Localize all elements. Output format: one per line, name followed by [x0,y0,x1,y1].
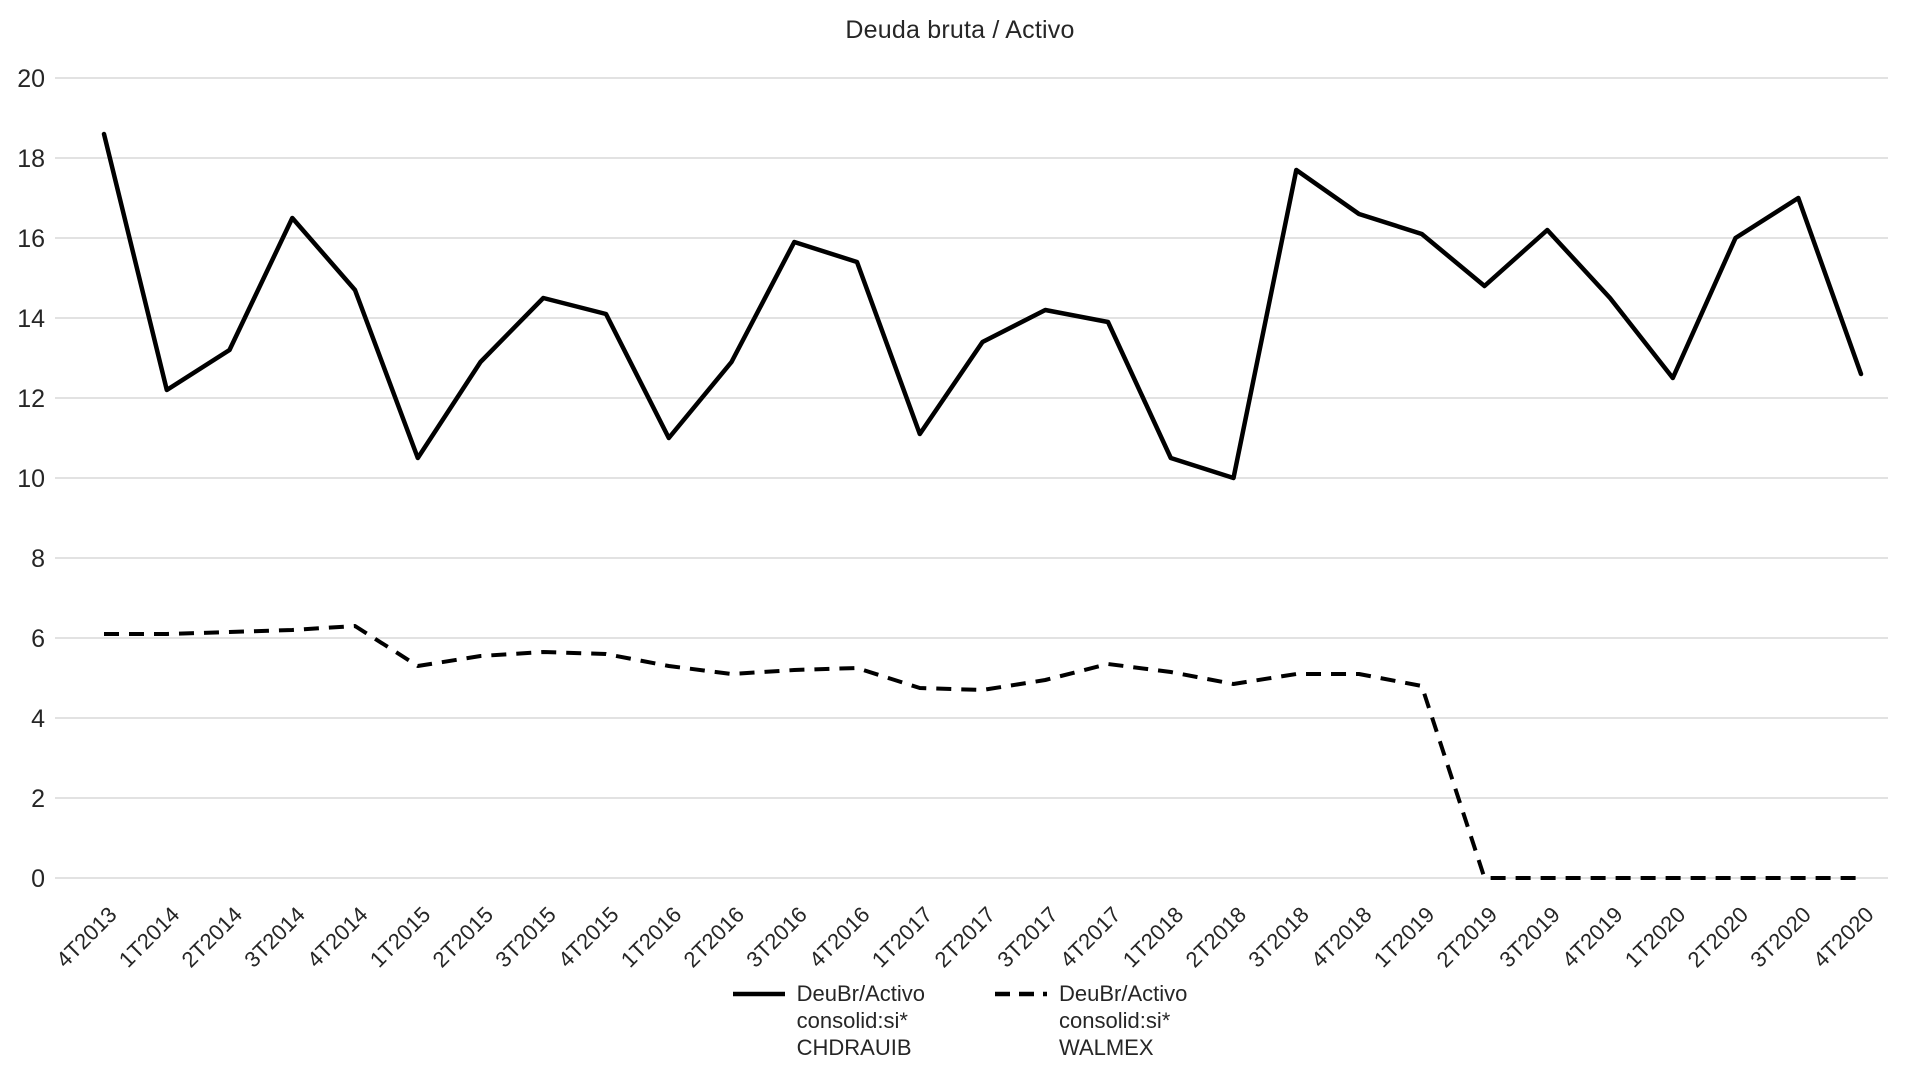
x-tick-label: 4T2015 [553,902,623,972]
y-tick-label: 8 [31,545,45,573]
x-tick-label: 1T2014 [114,902,184,972]
legend: DeuBr/Activo consolid:si* CHDRAUIB DeuBr… [0,980,1920,1061]
x-tick-label: 4T2014 [302,902,372,972]
x-tick-label: 1T2017 [867,902,937,972]
series-line-walmex [104,624,1861,880]
x-tick-label: 4T2016 [804,902,874,972]
x-tick-label: 3T2015 [490,902,560,972]
x-tick-label: 4T2017 [1055,902,1125,972]
chart-title: Deuda bruta / Activo [845,16,1075,44]
y-tick-label: 20 [17,65,45,93]
y-axis-labels: 0 2 4 6 8 10 12 14 16 18 20 [17,65,45,893]
x-tick-label: 2T2018 [1181,902,1251,972]
series-line-chdrauib [101,131,1864,481]
x-tick-label: 1T2018 [1118,902,1188,972]
x-tick-label: 3T2020 [1745,902,1815,972]
legend-label-walmex: DeuBr/Activo consolid:si* WALMEX [1059,981,1188,1060]
x-tick-label: 1T2015 [365,902,435,972]
y-tick-label: 4 [31,705,45,733]
legend-label-chdrauib: DeuBr/Activo consolid:si* CHDRAUIB [796,981,925,1060]
x-tick-label: 2T2015 [428,902,498,972]
x-tick-label: 1T2016 [616,902,686,972]
x-tick-label: 4T2018 [1306,902,1376,972]
y-tick-label: 0 [31,865,45,893]
x-tick-label: 3T2017 [992,902,1062,972]
x-tick-label: 3T2016 [741,902,811,972]
x-tick-label: 3T2018 [1243,902,1313,972]
legend-dashed-line-sample [995,991,1047,997]
y-tick-label: 6 [31,625,45,653]
legend-solid-line-sample [732,991,785,997]
series-lines [101,131,1864,880]
y-tick-label: 12 [17,385,45,413]
x-tick-label: 1T2019 [1369,902,1439,972]
x-tick-label: 3T2019 [1494,902,1564,972]
x-tick-label: 4T2013 [51,902,121,972]
x-tick-label: 2T2019 [1432,902,1502,972]
x-axis-labels: 4T20131T20142T20143T20144T20141T20152T20… [51,902,1878,972]
x-tick-label: 4T2020 [1808,902,1878,972]
gridlines [55,77,1888,879]
y-tick-label: 18 [17,145,45,173]
legend-item-chdrauib: DeuBr/Activo consolid:si* CHDRAUIB [732,980,925,1061]
x-tick-label: 4T2019 [1557,902,1627,972]
legend-item-walmex: DeuBr/Activo consolid:si* WALMEX [995,980,1187,1061]
x-tick-label: 2T2014 [177,902,247,972]
x-tick-label: 1T2020 [1620,902,1690,972]
y-tick-label: 14 [17,305,45,333]
y-tick-label: 10 [17,465,45,493]
y-tick-label: 2 [31,785,45,813]
x-tick-label: 2T2017 [930,902,1000,972]
x-tick-label: 3T2014 [239,902,309,972]
y-tick-label: 16 [17,225,45,253]
x-tick-label: 2T2020 [1683,902,1753,972]
x-tick-label: 2T2016 [679,902,749,972]
